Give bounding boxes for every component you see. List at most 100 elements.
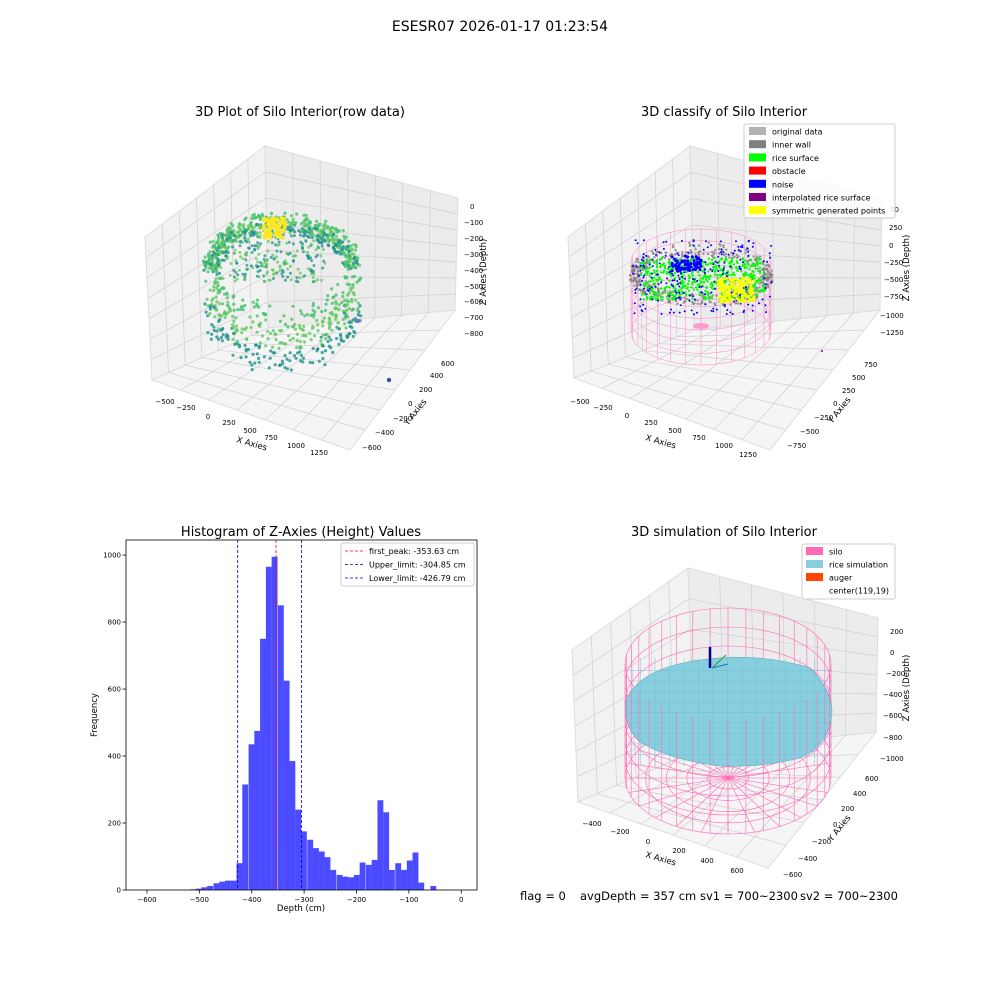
histogram-bar [353,874,360,890]
scatter-point [639,305,642,308]
scatter-point [660,313,663,315]
scatter-point [730,259,734,263]
scatter-point [717,255,720,258]
grid-line [146,197,267,279]
scatter-point [645,281,648,284]
scatter-point [712,307,715,310]
scatter-point [320,278,324,282]
scatter-point [723,253,726,257]
scatter-point [721,273,724,275]
scatter-point [204,310,208,314]
scatter-point [762,262,765,266]
scatter-point [652,260,655,263]
scatter-point [329,338,333,342]
scatter-point [724,280,727,284]
scatter-point [691,301,694,304]
scatter-point [321,239,325,243]
scatter-point [231,239,235,242]
scatter-point [221,333,225,337]
scatter-point [668,262,672,266]
scatter-point [706,252,710,256]
scatter-point [672,274,675,277]
scatter-point [683,259,687,263]
scatter-point [636,258,639,262]
scatter-point [706,263,709,266]
scatter-point [654,291,657,295]
scatter-point [678,285,681,288]
scatter-point [733,300,736,303]
scatter-point [213,315,217,319]
histogram-bar [213,883,220,890]
legend-frame [340,542,475,587]
y-tick-label: 400 [430,372,443,380]
scatter-point [321,224,326,228]
grid-line [267,293,456,303]
legend-swatch [749,140,766,149]
scatter-point [218,261,222,265]
scatter-point [359,276,363,280]
scatter-point [667,258,671,261]
scatter-point [347,307,351,311]
scatter-point [702,275,706,278]
scatter-point [291,325,295,329]
scatter-point [652,291,655,294]
scatter-point [227,245,231,249]
scatter-point [642,262,645,265]
scatter-point [298,271,302,275]
scatter-point [345,245,349,249]
scatter-point [743,309,745,312]
scatter-point [719,287,723,291]
scatter-point [270,241,274,245]
scatter-point [821,350,823,352]
scatter-point [325,298,329,302]
scatter-point [309,231,313,235]
scatter-point [758,261,762,264]
scatter-point [315,318,319,322]
scatter-point [215,329,219,333]
scatter-point [647,267,650,270]
scatter-point [287,220,291,224]
scatter-point [283,278,287,282]
scatter-point [274,230,279,235]
scatter-point [295,279,298,283]
scatter-point [673,277,677,280]
scatter-point [658,262,661,265]
scatter-point [213,252,217,256]
scatter-point [723,295,727,299]
scatter-point [694,268,698,272]
status-flag: flag = 0 [520,889,566,903]
scatter-point [649,266,652,269]
z-tick-label: −600 [883,712,902,720]
scatter-point [728,292,732,296]
scatter-point [741,284,745,288]
scatter-point [758,282,761,285]
scatter-point [241,230,245,234]
scatter-point [755,280,758,283]
floor-spoke [638,777,729,807]
scatter-point [206,304,210,308]
scatter-point [662,262,665,265]
legend-label: interpolated rice surface [772,194,870,203]
scatter-point [309,268,313,272]
scatter-point [269,255,273,259]
scatter-point [313,334,317,338]
scatter-point [310,235,314,240]
scatter-point [319,339,323,343]
scatter-point [232,251,236,255]
scatter-point [258,231,262,235]
classify-legend: original data inner wall rice surface obsta… [743,123,896,219]
scatter-point [294,356,298,360]
y-tick-label: 0 [117,887,121,895]
grid-line [196,197,203,358]
x-tick-label: 750 [264,434,277,442]
scatter-point [253,225,257,229]
scatter-point [311,280,315,284]
scatter-point [719,240,722,243]
floor-spoke [727,763,828,779]
scatter-point [253,361,257,365]
y-tick-label: 0 [408,400,412,408]
scatter-point [285,218,289,222]
scatter-point [229,262,233,265]
scatter-point [303,274,307,278]
scatter-point [206,314,210,318]
